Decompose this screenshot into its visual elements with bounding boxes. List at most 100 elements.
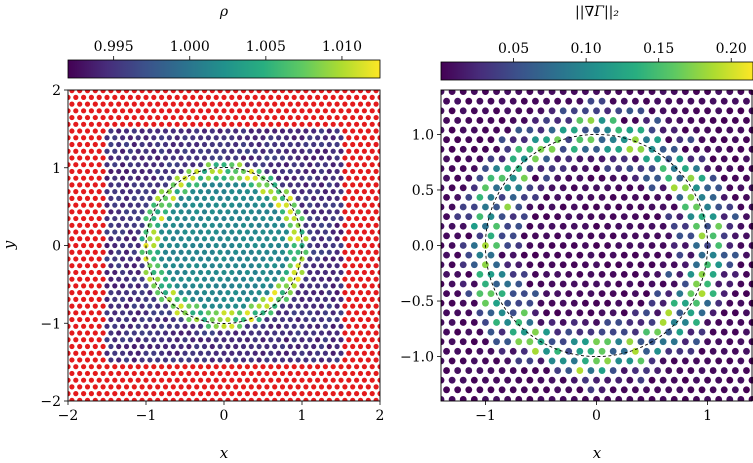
right-particle xyxy=(543,155,550,163)
left-particle xyxy=(166,296,172,302)
left-particle xyxy=(350,290,356,296)
right-particle xyxy=(487,97,495,105)
left-particle xyxy=(350,155,356,161)
right-particle xyxy=(465,251,473,259)
left-particle xyxy=(291,94,297,100)
left-particle xyxy=(244,256,250,262)
left-particle xyxy=(162,114,169,121)
right-particle xyxy=(643,232,650,240)
left-particle xyxy=(326,397,332,401)
left-particle xyxy=(279,155,286,161)
left-particle xyxy=(346,162,352,168)
right-y-tick-label: 0.5 xyxy=(412,183,434,199)
left-particle xyxy=(69,357,75,363)
right-particle xyxy=(570,338,578,346)
right-particle xyxy=(631,309,639,317)
left-particle xyxy=(221,242,227,249)
left-particle xyxy=(92,182,98,188)
left-particle xyxy=(88,121,94,127)
right-particle xyxy=(548,184,556,192)
left-particle xyxy=(346,242,352,249)
left-particle xyxy=(135,323,141,329)
left-particle xyxy=(334,397,340,401)
left-particle xyxy=(365,90,371,94)
left-particle xyxy=(244,189,250,195)
left-particle xyxy=(162,263,169,269)
left-particle xyxy=(338,202,344,208)
left-particle xyxy=(233,141,239,148)
right-particle xyxy=(631,347,639,355)
left-particle xyxy=(108,195,114,201)
left-particle xyxy=(365,168,371,175)
left-particle xyxy=(268,377,274,383)
right-particle xyxy=(504,145,512,153)
right-particle xyxy=(743,386,750,394)
right-particle xyxy=(681,203,689,211)
left-particle xyxy=(381,317,386,322)
left-particle xyxy=(139,155,145,161)
left-particle xyxy=(104,364,110,370)
right-particle xyxy=(687,270,695,278)
left-particle xyxy=(131,384,137,390)
left-particle xyxy=(342,209,348,215)
left-particle xyxy=(139,114,145,121)
left-y-tick-label: −2 xyxy=(40,394,61,410)
left-particle xyxy=(260,135,266,141)
left-particle xyxy=(139,249,145,255)
left-particle xyxy=(100,182,106,188)
left-particle xyxy=(260,242,266,249)
left-particle xyxy=(268,283,274,289)
left-particle xyxy=(131,168,137,175)
right-particle xyxy=(631,270,639,278)
left-particle xyxy=(237,377,243,383)
left-particle xyxy=(92,357,98,363)
left-particle xyxy=(100,222,106,228)
left-particle xyxy=(279,384,286,390)
right-particle xyxy=(620,232,628,240)
right-particle xyxy=(532,97,539,105)
left-particle xyxy=(295,209,301,215)
left-particle xyxy=(225,128,231,134)
right-particle xyxy=(643,213,650,221)
right-particle xyxy=(654,367,661,374)
right-particle xyxy=(576,347,584,355)
right-particle xyxy=(465,367,473,374)
left-particle xyxy=(162,397,169,401)
left-particle xyxy=(147,384,153,390)
left-particle xyxy=(272,303,278,309)
right-particle xyxy=(704,165,711,172)
left-particle xyxy=(318,222,325,228)
left-particle xyxy=(322,94,328,100)
left-particle xyxy=(229,350,235,356)
left-particle xyxy=(84,357,91,363)
left-particle xyxy=(346,256,352,262)
left-particle xyxy=(108,168,114,175)
left-particle xyxy=(248,195,254,201)
left-particle xyxy=(272,195,278,201)
left-particle xyxy=(68,391,71,397)
right-particle xyxy=(676,347,684,355)
left-particle xyxy=(315,242,321,249)
right-particle xyxy=(704,184,711,192)
left-particle xyxy=(299,310,305,316)
left-particle xyxy=(233,209,239,215)
right-particle xyxy=(565,194,573,201)
left-particle xyxy=(166,108,172,114)
left-colorbar-tick-label: 1.010 xyxy=(322,39,362,55)
left-particle xyxy=(112,310,118,316)
right-particle xyxy=(620,251,628,259)
left-particle xyxy=(240,316,247,323)
left-particle xyxy=(260,94,266,100)
left-particle xyxy=(256,249,262,255)
left-particle xyxy=(365,209,371,215)
left-particle xyxy=(272,370,278,377)
left-particle xyxy=(307,242,313,249)
left-particle xyxy=(84,249,91,255)
left-particle xyxy=(264,249,270,255)
left-particle xyxy=(201,249,208,255)
right-particle xyxy=(520,309,528,317)
left-particle xyxy=(155,397,161,401)
left-particle xyxy=(361,108,367,114)
right-particle xyxy=(543,194,550,201)
right-particle xyxy=(526,299,534,307)
